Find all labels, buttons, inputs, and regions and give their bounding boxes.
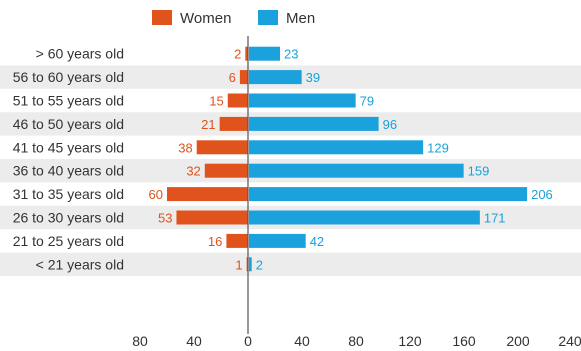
- x-axis-ticks: 80 40 0 40 80 120 160 200 240: [132, 333, 581, 349]
- category-label: < 21 years old: [36, 256, 124, 272]
- women-bar: [167, 187, 248, 202]
- x-tick-label: 160: [452, 333, 476, 349]
- men-legend-label: Men: [286, 10, 315, 27]
- men-value-label: 79: [360, 94, 374, 109]
- women-value-label: 15: [209, 94, 223, 109]
- category-label: 26 to 30 years old: [13, 210, 124, 226]
- category-label: 46 to 50 years old: [13, 116, 124, 132]
- women-bar: [196, 140, 248, 155]
- x-tick-label: 0: [244, 333, 252, 349]
- men-bar: [249, 233, 306, 248]
- men-value-label: 206: [531, 187, 553, 202]
- women-value-label: 21: [201, 117, 215, 132]
- men-value-label: 171: [484, 211, 506, 226]
- women-value-label: 6: [229, 70, 236, 85]
- women-legend-swatch: [152, 10, 172, 25]
- bars-group: [167, 46, 528, 272]
- legend: Women Men: [152, 10, 315, 27]
- women-value-label: 2: [234, 47, 241, 62]
- women-bar: [245, 46, 248, 61]
- women-bar: [239, 70, 248, 85]
- x-tick-label: 80: [348, 333, 364, 349]
- row-band: [0, 252, 581, 276]
- women-value-label: 38: [178, 140, 192, 155]
- men-bar: [249, 187, 528, 202]
- women-bar: [219, 116, 248, 131]
- x-tick-label: 240: [558, 333, 581, 349]
- men-value-label: 96: [383, 117, 397, 132]
- women-value-label: 32: [186, 164, 200, 179]
- women-bar: [176, 210, 248, 225]
- men-legend-swatch: [258, 10, 278, 25]
- men-bar: [249, 163, 464, 178]
- men-value-label: 129: [427, 140, 449, 155]
- x-tick-label: 40: [186, 333, 202, 349]
- women-value-label: 16: [208, 234, 222, 249]
- men-value-label: 42: [310, 234, 324, 249]
- women-bar: [246, 257, 248, 272]
- category-label: > 60 years old: [36, 46, 124, 62]
- men-value-label: 39: [306, 70, 320, 85]
- women-bar: [226, 233, 248, 248]
- category-labels: > 60 years old 56 to 60 years old 51 to 55…: [13, 46, 124, 273]
- x-tick-label: 200: [506, 333, 530, 349]
- men-bar: [249, 140, 424, 155]
- x-tick-label: 40: [294, 333, 310, 349]
- category-label: 41 to 45 years old: [13, 139, 124, 155]
- category-label: 21 to 25 years old: [13, 233, 124, 249]
- category-label: 51 to 55 years old: [13, 93, 124, 109]
- men-value-label: 159: [468, 164, 490, 179]
- women-bar: [227, 93, 248, 108]
- men-bar: [249, 116, 379, 131]
- women-value-label: 1: [235, 257, 242, 272]
- x-tick-label: 120: [398, 333, 422, 349]
- men-bar: [249, 93, 356, 108]
- category-label: 36 to 40 years old: [13, 163, 124, 179]
- men-bar: [249, 46, 281, 61]
- men-bar: [249, 257, 252, 272]
- x-tick-label: 80: [132, 333, 148, 349]
- men-bar: [249, 70, 302, 85]
- men-value-label: 2: [256, 257, 263, 272]
- women-legend-label: Women: [180, 10, 231, 27]
- category-label: 56 to 60 years old: [13, 69, 124, 85]
- category-label: 31 to 35 years old: [13, 186, 124, 202]
- men-value-label: 23: [284, 47, 298, 62]
- women-value-label: 60: [149, 187, 163, 202]
- women-value-label: 53: [158, 211, 172, 226]
- men-bar: [249, 210, 480, 225]
- women-bar: [204, 163, 248, 178]
